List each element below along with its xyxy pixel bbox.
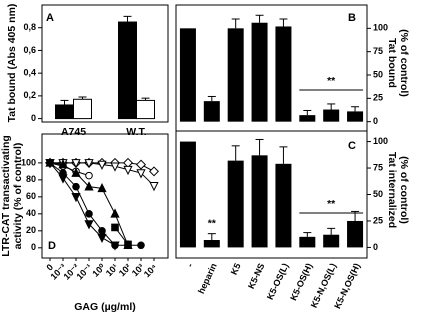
y-tick-label: 50 <box>373 69 383 79</box>
significance-label: ** <box>327 75 336 87</box>
marker <box>110 162 120 172</box>
bar <box>203 240 220 248</box>
marker <box>136 169 146 179</box>
y-tick-label: 0,6 <box>23 45 36 55</box>
panel-frame <box>41 133 169 259</box>
marker <box>111 223 119 232</box>
marker <box>58 174 68 184</box>
marker <box>84 159 94 169</box>
y-tick-label: 0 <box>373 242 378 252</box>
bar <box>73 98 92 120</box>
bar <box>347 111 364 122</box>
x-tick-label: K5-OS(H) <box>288 262 314 302</box>
bar <box>251 22 268 122</box>
panel-letter: C <box>348 140 356 152</box>
x-tick-label: - <box>185 262 195 269</box>
x-tick-label: A745 <box>61 126 86 138</box>
panel-letter: A <box>46 12 54 24</box>
marker <box>85 171 93 180</box>
marker <box>124 240 132 249</box>
marker <box>149 182 159 192</box>
y-tick-label: 50 <box>373 189 383 199</box>
y-axis-label: LTR-CAT transactivating <box>0 135 12 257</box>
y-axis-label: Tat bound (Abs 405 nm) <box>6 4 18 123</box>
marker <box>71 167 81 177</box>
bar <box>275 26 292 122</box>
marker <box>72 182 80 191</box>
y-tick-label: 20 <box>26 225 36 235</box>
x-tick-label: W.T. <box>126 126 146 138</box>
x-tick-label: K5 <box>229 262 243 277</box>
y-axis-label: (% of control) <box>398 156 410 224</box>
x-tick-label: 10⁴ <box>142 262 159 279</box>
y-axis-label: activity (% of control) <box>12 143 24 250</box>
y-tick-label: 0 <box>31 242 36 252</box>
marker <box>97 182 107 193</box>
marker <box>97 160 107 170</box>
bar <box>323 234 340 248</box>
marker <box>110 208 120 218</box>
panel-frame <box>41 4 169 123</box>
marker <box>84 181 94 191</box>
bar <box>275 163 292 248</box>
y-tick-label: 0 <box>31 113 36 123</box>
y-axis-label: Tat bound <box>386 38 398 88</box>
y-tick-label: 0,2 <box>23 90 36 100</box>
marker <box>45 159 55 169</box>
y-axis-label: (% of control) <box>398 29 410 97</box>
bar <box>203 101 220 122</box>
bar <box>299 115 316 122</box>
bar <box>118 21 137 120</box>
bar <box>136 99 155 120</box>
y-tick-label: 0 <box>373 116 378 126</box>
x-tick-label: 0 <box>44 262 55 273</box>
y-tick-label: 40 <box>26 208 36 218</box>
bar <box>55 104 74 120</box>
x-tick-label: heparin <box>196 262 219 296</box>
y-tick-label: 75 <box>373 162 383 172</box>
y-tick-label: 100 <box>21 157 36 167</box>
y-tick-label: 60 <box>26 191 36 201</box>
marker <box>148 166 160 177</box>
marker <box>97 233 107 244</box>
bar <box>323 109 340 122</box>
y-tick-label: 80 <box>26 174 36 184</box>
significance-label: ** <box>327 198 336 210</box>
panel-letter: B <box>348 12 356 24</box>
marker <box>58 159 68 169</box>
x-tick-label: K5-NS <box>246 262 266 291</box>
marker <box>84 220 94 230</box>
y-tick-label: 100 <box>373 136 388 146</box>
y-tick-label: 25 <box>373 215 383 225</box>
y-tick-label: 75 <box>373 46 383 56</box>
bar <box>179 141 196 248</box>
bar <box>179 28 196 122</box>
marker <box>71 193 81 203</box>
x-tick-label: K5-OS(L) <box>265 262 291 302</box>
y-tick-label: 100 <box>373 23 388 33</box>
marker <box>110 241 120 251</box>
y-tick-label: 0,8 <box>23 22 36 32</box>
bar <box>347 220 364 248</box>
marker <box>71 159 81 169</box>
marker <box>123 165 133 176</box>
marker <box>85 210 93 218</box>
y-tick-label: 0,4 <box>23 68 36 78</box>
y-axis-label: Tat internalized <box>386 152 398 228</box>
marker <box>137 241 145 250</box>
bar <box>227 160 244 248</box>
bar <box>299 236 316 248</box>
bar <box>251 155 268 248</box>
marker <box>135 159 147 170</box>
y-tick-label: 25 <box>373 93 383 103</box>
x-axis-label: GAG (µg/ml) <box>74 301 135 313</box>
panel-letter: D <box>48 240 56 252</box>
bar <box>227 28 244 122</box>
marker <box>98 227 106 235</box>
significance-label: ** <box>208 217 217 229</box>
